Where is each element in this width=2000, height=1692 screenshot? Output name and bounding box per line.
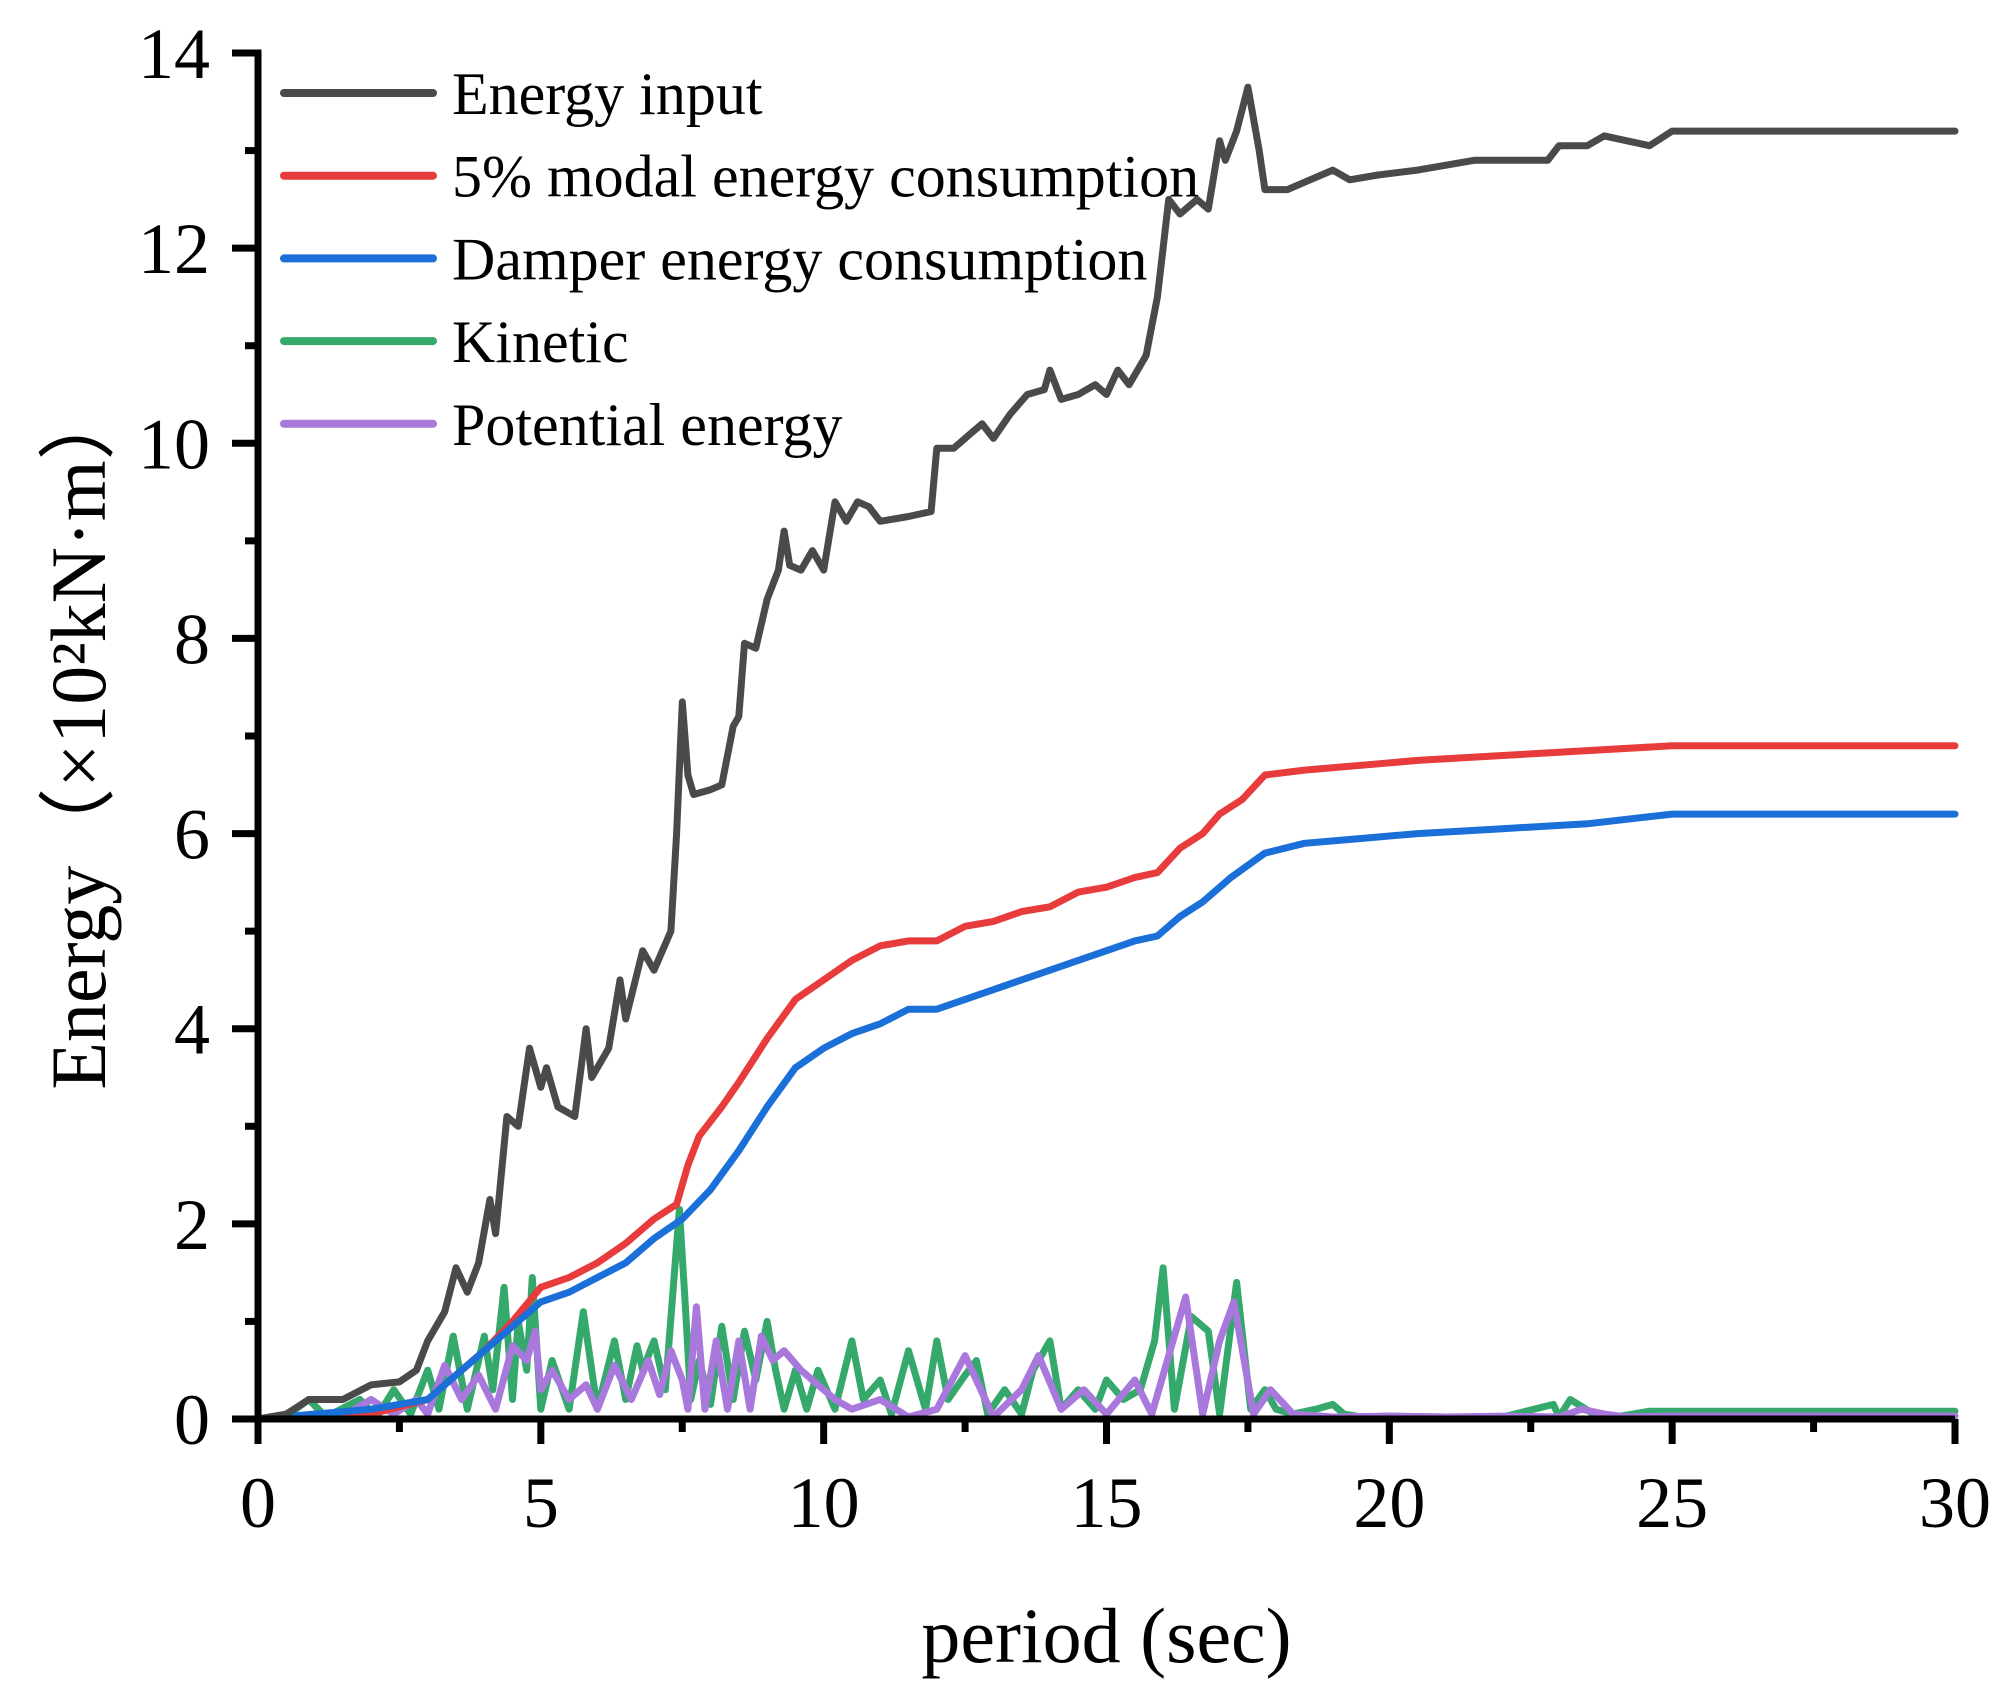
- series-layer: [254, 83, 1959, 1423]
- series-line-kinetic: [254, 1205, 1959, 1423]
- legend-label: Kinetic: [452, 309, 629, 375]
- x-tick-label: 5: [523, 1463, 559, 1543]
- legend-label: Damper energy consumption: [452, 226, 1147, 292]
- x-tick-label: 0: [240, 1463, 276, 1543]
- x-tick-label: 25: [1636, 1463, 1708, 1543]
- legend-label: 5% modal energy consumption: [452, 144, 1199, 210]
- y-tick-label: 0: [174, 1380, 210, 1460]
- x-axis-title: period (sec): [921, 1592, 1291, 1679]
- series-line-potential-energy: [254, 1293, 1959, 1423]
- y-tick-label: 2: [174, 1185, 210, 1265]
- y-tick-label: 12: [138, 209, 210, 289]
- legend-item: Energy input: [280, 61, 763, 127]
- legend-label: Potential energy: [452, 392, 842, 458]
- x-tick-label: 30: [1919, 1463, 1991, 1543]
- legend-item: Potential energy: [280, 392, 842, 458]
- series-line-damper-energy-consumption: [254, 810, 1959, 1423]
- legend-label: Energy input: [452, 61, 763, 127]
- legend-item: 5% modal energy consumption: [280, 144, 1199, 210]
- legend-item: Kinetic: [280, 309, 629, 375]
- legend: Energy input 5% modal energy consumption D…: [280, 61, 1199, 458]
- y-tick-label: 8: [174, 599, 210, 679]
- y-tick-label: 10: [138, 404, 210, 484]
- legend-item: Damper energy consumption: [280, 226, 1147, 292]
- series-line-5-modal-energy-consumption: [254, 742, 1959, 1423]
- x-tick-label: 10: [788, 1463, 860, 1543]
- x-tick-label: 15: [1071, 1463, 1143, 1543]
- ticks: 0 5 10 15 20 25 30 0 2 4 6 8 10 12 14: [138, 14, 1991, 1543]
- y-tick-label: 6: [174, 795, 210, 875]
- y-axis-title: Energy（×10²kN·m）: [35, 382, 122, 1089]
- y-tick-label: 4: [174, 990, 210, 1070]
- x-tick-label: 20: [1353, 1463, 1425, 1543]
- series-line-energy-input: [254, 83, 1959, 1423]
- y-tick-label: 14: [138, 14, 210, 94]
